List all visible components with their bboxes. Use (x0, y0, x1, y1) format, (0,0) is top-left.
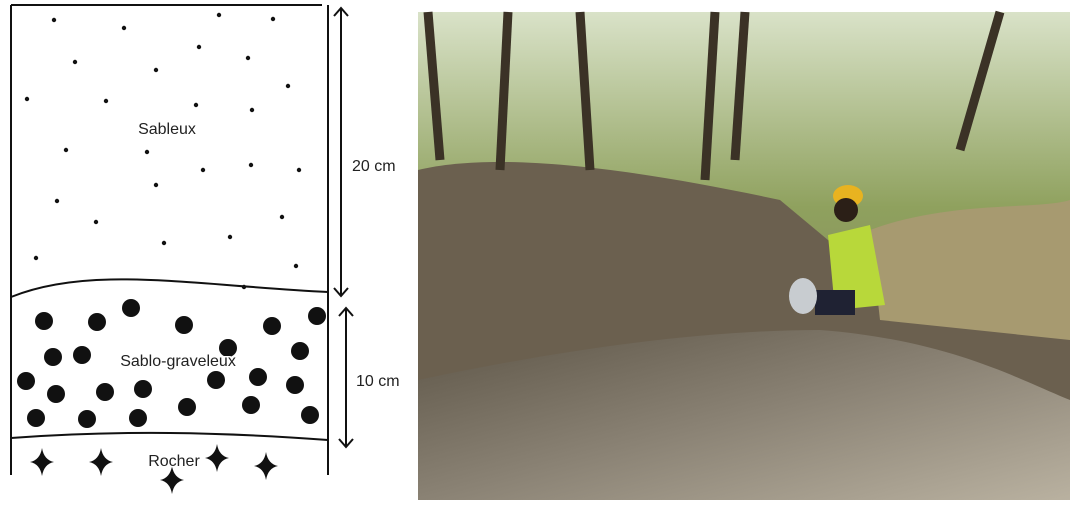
sand-dot (154, 68, 158, 72)
sand-dot (64, 148, 68, 152)
gravel-dot (122, 299, 140, 317)
sand-dot (25, 97, 29, 101)
sand-dot (294, 264, 298, 268)
layer-label: Rocher (148, 453, 200, 470)
sand-dots (25, 13, 301, 289)
thickness-label: 20 cm (352, 158, 396, 175)
sand-dot (250, 108, 254, 112)
rock-star (30, 448, 54, 476)
rock-star (205, 444, 229, 472)
dry-grass (870, 200, 1070, 340)
sand-dot (249, 163, 253, 167)
layer-label: Sablo-graveleux (120, 353, 236, 370)
gravel-dot (249, 368, 267, 386)
gravel-dot (291, 342, 309, 360)
gravel-dot (263, 317, 281, 335)
thickness-label: 10 cm (356, 373, 400, 390)
sand-dot (104, 99, 108, 103)
gravel-dot (175, 316, 193, 334)
sand-dot (145, 150, 149, 154)
layer-boundary (11, 433, 328, 440)
sand-dot (228, 235, 232, 239)
sand-dot (162, 241, 166, 245)
sand-dot (201, 168, 205, 172)
gravel-dot (47, 385, 65, 403)
rock-star (89, 448, 113, 476)
gravel-dot (129, 409, 147, 427)
sand-dot (286, 84, 290, 88)
gravel-dot (301, 406, 319, 424)
gravel-dot (78, 410, 96, 428)
field-photo (418, 12, 1070, 500)
sand-dot (242, 285, 246, 289)
sand-dot (73, 60, 77, 64)
layer-boundary (11, 279, 328, 297)
sand-dot (217, 13, 221, 17)
gravel-dot (207, 371, 225, 389)
gravel-dot (27, 409, 45, 427)
page: Sableux Sablo-graveleux Rocher 20 cm 10 … (0, 0, 1070, 500)
gravel-dot (35, 312, 53, 330)
sand-dot (154, 183, 158, 187)
sand-dot (271, 17, 275, 21)
sand-dot (297, 168, 301, 172)
sand-dot (194, 103, 198, 107)
gravel-dot (88, 313, 106, 331)
sand-dot (52, 18, 56, 22)
gravel-dot (17, 372, 35, 390)
sand-dot (197, 45, 201, 49)
gravel-dot (134, 380, 152, 398)
gravel-dot (308, 307, 326, 325)
rock-star (254, 452, 278, 480)
sand-dot (34, 256, 38, 260)
sand-dot (94, 220, 98, 224)
sand-dot (246, 56, 250, 60)
gravel-dot (242, 396, 260, 414)
sand-dot (280, 215, 284, 219)
gravel-dot (178, 398, 196, 416)
gravel-dot (73, 346, 91, 364)
gravel-dot (286, 376, 304, 394)
gravel-dot (44, 348, 62, 366)
layer-label: Sableux (138, 121, 196, 138)
figure: Sableux Sablo-graveleux Rocher 20 cm 10 … (0, 0, 1070, 500)
sand-dot (55, 199, 59, 203)
gravel-dot (96, 383, 114, 401)
sand-dot (122, 26, 126, 30)
